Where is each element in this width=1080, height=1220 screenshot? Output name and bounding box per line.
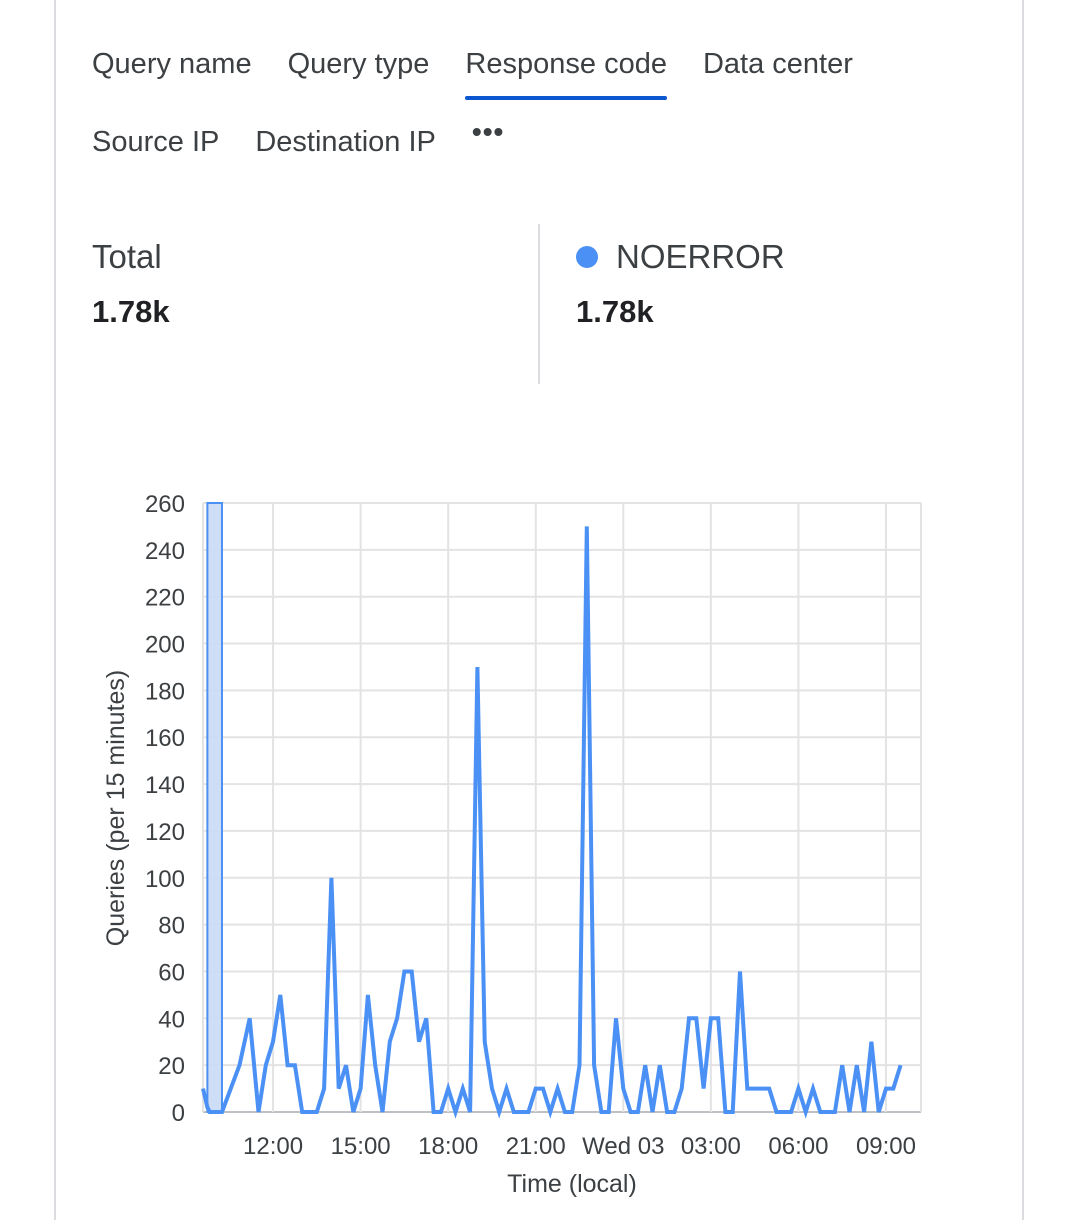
- tab-row-2: Source IP Destination IP •••: [92, 116, 972, 180]
- tab-query-type[interactable]: Query type: [287, 48, 430, 80]
- dimension-tabs: Query name Query type Response code Data…: [92, 40, 972, 180]
- stat-divider: [538, 224, 540, 384]
- tab-query-name[interactable]: Query name: [92, 48, 252, 80]
- noerror-stat[interactable]: NOERROR 1.78k: [576, 238, 785, 330]
- tab-source-ip[interactable]: Source IP: [92, 126, 220, 158]
- tab-data-center[interactable]: Data center: [702, 48, 853, 80]
- noerror-label-row: NOERROR: [576, 238, 785, 276]
- tab-row-1: Query name Query type Response code Data…: [92, 40, 972, 102]
- more-tabs-icon[interactable]: •••: [471, 116, 505, 147]
- noerror-value: 1.78k: [576, 294, 654, 329]
- summary-stats: Total 1.78k NOERROR 1.78k: [92, 224, 972, 384]
- card-panel: [54, 0, 1024, 1220]
- total-stat: Total 1.78k: [92, 238, 170, 330]
- total-label: Total: [92, 238, 162, 275]
- tab-destination-ip[interactable]: Destination IP: [255, 126, 436, 158]
- tab-response-code[interactable]: Response code: [465, 40, 667, 100]
- total-value: 1.78k: [92, 294, 170, 329]
- series-color-dot: [576, 246, 598, 268]
- noerror-label: NOERROR: [616, 238, 785, 275]
